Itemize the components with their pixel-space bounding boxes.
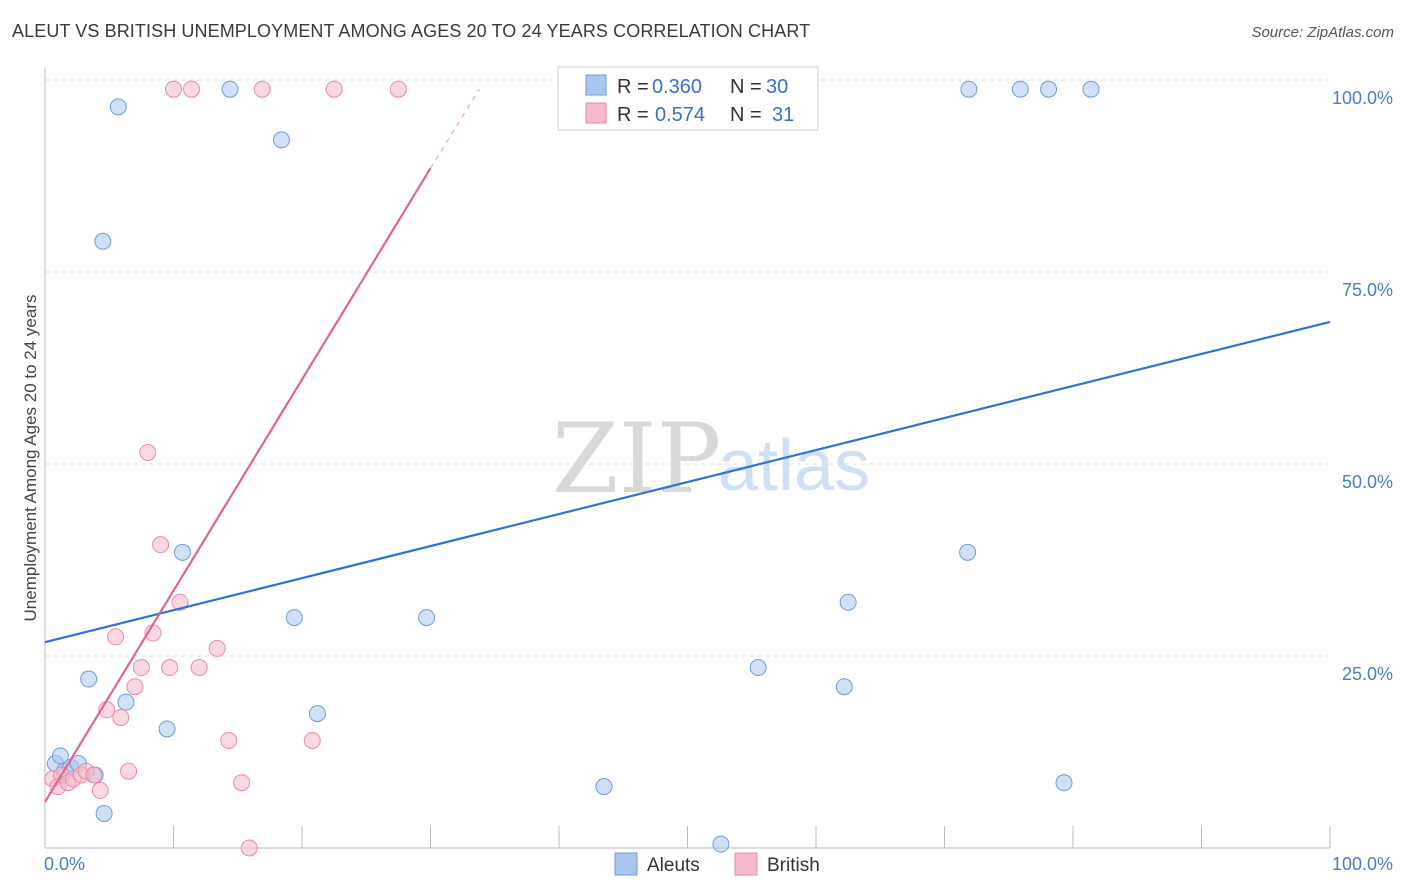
aleuts-point (94, 232, 112, 250)
source-label: Source: ZipAtlas.com (1251, 24, 1394, 41)
aleuts-point (959, 543, 977, 561)
legend-r-value: 0.360 (652, 76, 702, 98)
aleuts-point (285, 609, 303, 627)
aleuts-point (221, 80, 239, 98)
aleuts-point (418, 609, 436, 627)
bottom-legend-british: British (767, 855, 820, 876)
british-point (126, 678, 144, 696)
british-point (165, 80, 182, 98)
bottom-legend: Aleuts British (614, 852, 820, 876)
aleuts-point (158, 720, 176, 738)
y-tick-label: 75.0% (1342, 280, 1393, 300)
legend-n-label: N = (730, 76, 762, 98)
british-point (139, 443, 157, 461)
aleuts-point (1055, 774, 1073, 792)
british-point (91, 781, 109, 799)
british-point (190, 659, 208, 677)
aleuts-point (109, 98, 127, 116)
y-tick-label: 25.0% (1342, 664, 1393, 684)
chart-title: ALEUT VS BRITISH UNEMPLOYMENT AMONG AGES… (12, 21, 811, 41)
legend-n-value: 31 (772, 104, 794, 126)
y-tick-label: 100.0% (1332, 88, 1393, 108)
aleuts-point (117, 693, 135, 711)
legend-n-label: N = (730, 104, 762, 126)
legend-r-label: R = (617, 76, 649, 98)
aleuts-trend-line (44, 320, 1331, 644)
british-point (182, 80, 200, 98)
british-point (208, 639, 226, 657)
aleuts-point (173, 543, 191, 561)
british-point (132, 659, 150, 677)
british-point (240, 839, 258, 857)
aleuts-point (960, 80, 978, 98)
bottom-legend-swatch-aleuts (614, 852, 638, 876)
british-point (253, 80, 271, 98)
legend-swatch-british (585, 102, 607, 124)
british-point (107, 628, 125, 646)
british-point (152, 536, 170, 554)
x-axis-ticks (173, 826, 1331, 848)
bottom-legend-swatch-british (734, 852, 758, 876)
watermark-atlas: atlas (718, 426, 870, 506)
legend-n-value: 30 (766, 76, 788, 98)
y-tick-label: 50.0% (1342, 472, 1393, 492)
british-point (161, 659, 179, 677)
legend-box: R = 0.360 N = 30 R = 0.574 N = 31 (557, 66, 819, 131)
legend-swatch-aleuts (585, 74, 607, 96)
british-point (85, 766, 103, 784)
y-axis-label: Unemployment Among Ages 20 to 24 years (21, 295, 40, 622)
watermark-zip: ZIP (552, 403, 721, 515)
aleuts-point (712, 835, 730, 853)
british-point (389, 80, 407, 98)
british-point (325, 80, 343, 98)
x-tick-label-min: 0.0% (44, 854, 85, 874)
british-point (303, 731, 321, 749)
aleuts-point (272, 131, 290, 149)
aleuts-point (1082, 80, 1100, 98)
aleuts-point (749, 659, 767, 677)
aleuts-point (595, 778, 613, 796)
british-point (120, 762, 138, 780)
y-tick-labels: 25.0% 50.0% 75.0% 100.0% (1332, 88, 1393, 684)
x-tick-label-max: 100.0% (1332, 854, 1393, 874)
legend-r-label: R = (617, 104, 649, 126)
aleuts-point (80, 670, 98, 688)
aleuts-point (1011, 80, 1029, 98)
aleuts-point (95, 804, 113, 822)
bottom-legend-aleuts: Aleuts (647, 855, 700, 876)
british-point (220, 731, 238, 749)
aleuts-point (839, 593, 857, 611)
british-point (233, 774, 251, 792)
aleuts-point (1040, 80, 1058, 98)
british-point (171, 593, 189, 611)
aleuts-point (308, 705, 326, 723)
british-trend-extension (429, 88, 480, 169)
trend-lines (44, 88, 1331, 803)
british-point (112, 708, 130, 726)
legend-r-value: 0.574 (655, 104, 705, 126)
aleuts-point (835, 678, 853, 696)
british-trend-line (44, 167, 432, 803)
gridlines (45, 79, 1330, 657)
